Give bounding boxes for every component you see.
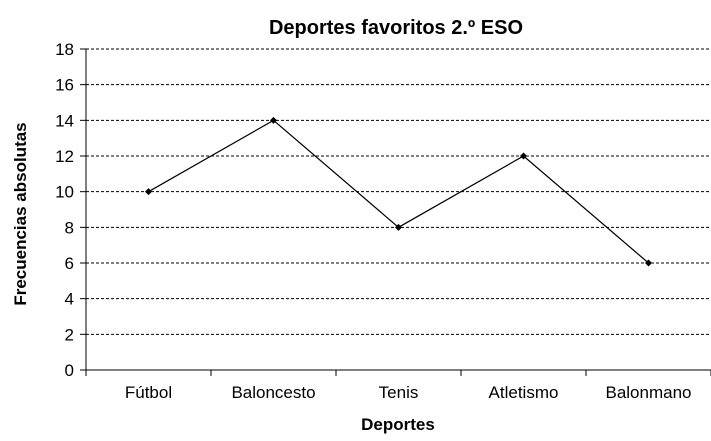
y-tick-label: 18 xyxy=(55,40,74,59)
x-axis-label: Deportes xyxy=(361,415,435,434)
data-point-balonmano xyxy=(645,259,652,267)
y-tick-label: 4 xyxy=(65,290,74,309)
x-tick-label: Baloncesto xyxy=(231,383,315,402)
x-tick-label: Fútbol xyxy=(125,383,172,402)
series xyxy=(145,116,652,267)
y-tick-label: 6 xyxy=(65,254,74,273)
y-tick-labels: 0 2 4 6 8 10 12 14 16 18 xyxy=(55,40,74,380)
x-tick-label: Tenis xyxy=(379,383,419,402)
data-point-futbol xyxy=(145,188,152,196)
chart-title: Deportes favoritos 2.º ESO xyxy=(269,17,523,39)
axes xyxy=(80,48,711,376)
x-tick-label: Balonmano xyxy=(605,383,691,402)
grid-lines xyxy=(86,48,711,335)
y-tick-label: 16 xyxy=(55,76,74,95)
y-tick-label: 0 xyxy=(65,361,74,380)
data-point-baloncesto xyxy=(270,116,277,124)
y-tick-label: 10 xyxy=(55,183,74,202)
y-axis-label: Frecuencias absolutas xyxy=(11,122,30,305)
y-tick-label: 8 xyxy=(65,218,74,237)
y-tick-label: 2 xyxy=(65,325,74,344)
y-tick-label: 14 xyxy=(55,111,74,130)
x-tick-labels: Fútbol Baloncesto Tenis Atletismo Balonmano xyxy=(125,383,692,402)
y-tick-label: 12 xyxy=(55,147,74,166)
data-point-atletismo xyxy=(520,152,527,160)
data-point-tenis xyxy=(395,223,402,231)
x-tick-label: Atletismo xyxy=(489,383,559,402)
